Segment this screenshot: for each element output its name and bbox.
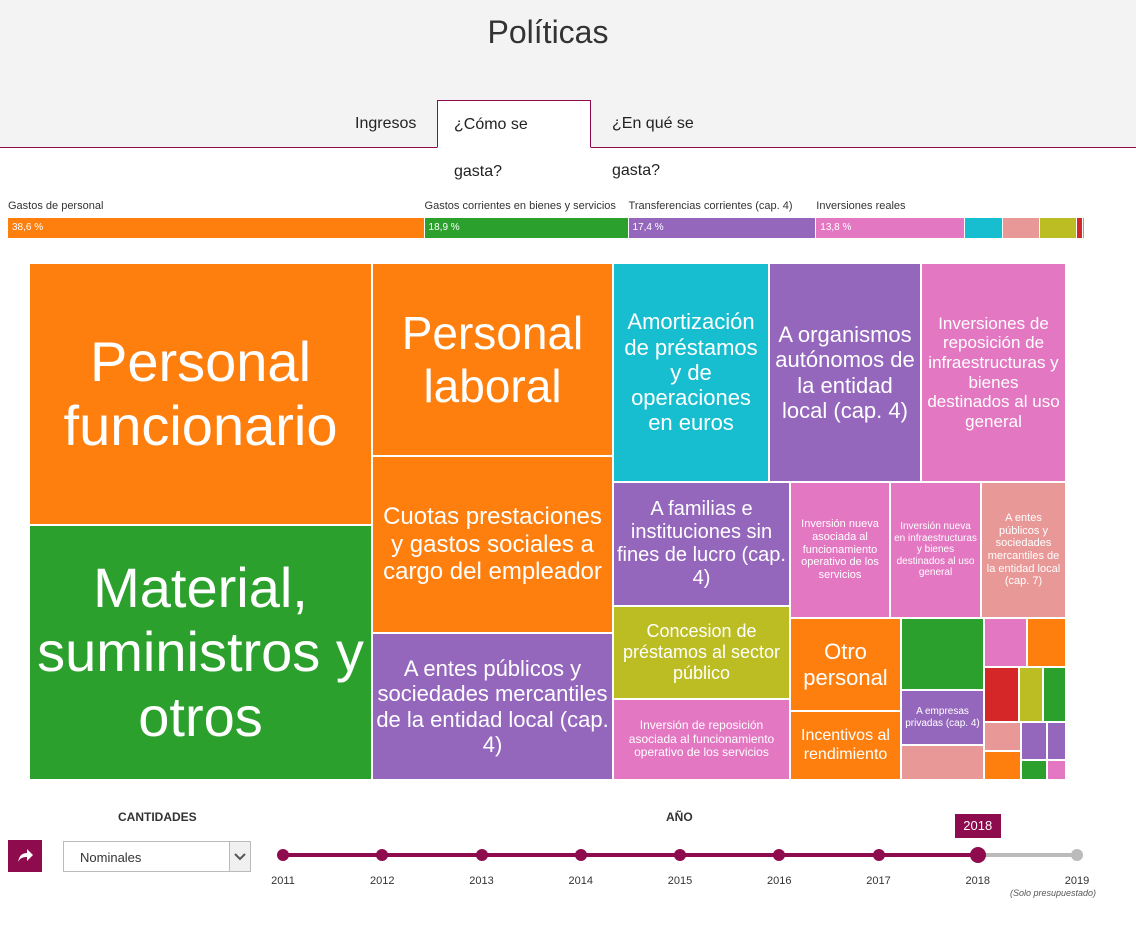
year-label: 2019 (1064, 875, 1090, 887)
year-dot[interactable] (475, 849, 488, 861)
select-arrow (229, 842, 250, 871)
year-label: 2018 (965, 875, 990, 887)
segment-label: Transferencias corrientes (cap. 4) (628, 200, 793, 212)
bar-segment: 13,8 % (816, 218, 966, 238)
tile-label: A empresas privadas (cap. 4) (905, 706, 980, 729)
tile-label: Cuotas prestaciones y gastos sociales a … (383, 503, 602, 586)
treemap-tile[interactable]: Incentivos al rendimiento (790, 711, 901, 780)
segment-value: 13,8 % (820, 222, 852, 233)
year-dot[interactable] (969, 847, 986, 863)
treemap-tile[interactable] (901, 618, 984, 690)
bar-segment: 18,9 % (424, 218, 629, 238)
treemap-tile[interactable] (1021, 760, 1047, 780)
tile-label: Personal laboral (401, 306, 584, 412)
bar-segment (965, 218, 1003, 238)
tile-label: Material, suministros y otros (37, 555, 364, 748)
page-title: Políticas (487, 14, 609, 50)
year-label: 2017 (866, 875, 891, 887)
treemap-tile[interactable] (984, 618, 1027, 667)
segment-label: Gastos corrientes en bienes y servicios (424, 200, 616, 212)
year-label: 2013 (469, 875, 494, 887)
segment-label: Inversiones reales (816, 200, 906, 212)
tile-label: Concesion de préstamos al sector público (622, 621, 781, 683)
budget-note: (Solo presupuestado) (1010, 888, 1097, 898)
tab[interactable]: ¿Cómo se gasta? (437, 100, 591, 180)
bar-segment (1082, 218, 1085, 238)
segment-label: Gastos de personal (8, 200, 104, 212)
year-label: 2011 (271, 875, 295, 887)
tab[interactable]: Ingresos (355, 115, 417, 132)
select-value: Nominales (80, 850, 142, 865)
amounts-label: CANTIDADES (118, 810, 197, 824)
treemap-tile[interactable]: A familias e instituciones sin fines de … (613, 482, 790, 606)
treemap-tile[interactable]: Personal laboral (372, 263, 613, 456)
tile-label: Incentivos al rendimiento (801, 727, 890, 763)
tile-label: A familias e instituciones sin fines de … (617, 498, 786, 589)
tile-label: Inversión de reposición asociada al func… (628, 717, 775, 760)
tile-label: Otro personal (803, 639, 888, 690)
treemap-tile[interactable] (1021, 722, 1047, 760)
year-label: 2016 (767, 875, 792, 887)
tile-label: Inversión nueva en infraestructuras y bi… (894, 521, 977, 579)
treemap-tile[interactable] (1019, 667, 1043, 722)
treemap-tile[interactable]: Inversión nueva asociada al funcionamien… (790, 482, 890, 618)
treemap-tile[interactable]: Cuotas prestaciones y gastos sociales a … (372, 456, 613, 633)
treemap-tile[interactable]: A organismos autónomos de la entidad loc… (769, 263, 921, 482)
year-label: 2015 (667, 875, 693, 887)
treemap-tile[interactable] (1027, 618, 1066, 667)
year-dot[interactable] (872, 849, 885, 861)
treemap-tile[interactable]: A empresas privadas (cap. 4) (901, 690, 984, 745)
tile-label: Inversión nueva asociada al funcionamien… (801, 518, 879, 581)
amounts-select[interactable]: Nominales (63, 841, 251, 872)
segment-value: 18,9 % (428, 222, 460, 233)
year-dot[interactable] (376, 849, 389, 861)
year-label: 2012 (370, 875, 395, 887)
treemap-tile[interactable]: Personal funcionario (29, 263, 372, 525)
year-dot[interactable] (674, 849, 686, 861)
bar-segment: 38,6 % (8, 218, 425, 238)
treemap-tile[interactable] (1047, 760, 1066, 780)
year-dot[interactable] (574, 849, 587, 861)
treemap-tile[interactable]: Concesion de préstamos al sector público (613, 606, 790, 699)
treemap-tile[interactable] (1047, 722, 1066, 760)
tile-label: A entes públicos y sociedades mercantile… (986, 512, 1061, 588)
year-dot[interactable] (1071, 849, 1083, 861)
bar-segment: 17,4 % (628, 218, 817, 238)
bar-segment (1039, 218, 1078, 238)
treemap-tile[interactable] (984, 751, 1021, 780)
treemap-tile[interactable]: A entes públicos y sociedades mercantile… (372, 633, 613, 780)
treemap-tile[interactable]: Inversiones de reposición de infraestruc… (921, 263, 1066, 482)
segment-value: 17,4 % (632, 222, 664, 233)
treemap-tile[interactable]: Inversión de reposición asociada al func… (613, 699, 790, 780)
treemap-tile[interactable] (984, 667, 1019, 722)
treemap-tile[interactable]: A entes públicos y sociedades mercantile… (981, 482, 1066, 618)
treemap-tile[interactable]: Material, suministros y otros (29, 525, 372, 780)
year-dot[interactable] (773, 849, 786, 861)
treemap-tile[interactable] (984, 722, 1021, 751)
treemap-tile[interactable]: Inversión nueva en infraestructuras y bi… (890, 482, 981, 618)
tab[interactable]: ¿En qué se gasta? (612, 115, 694, 179)
share-icon (18, 849, 33, 862)
bar-segment (1077, 218, 1083, 238)
treemap-tile[interactable] (901, 745, 984, 780)
year-label: AÑO (666, 810, 693, 824)
tile-label: Amortización de préstamos y de operacion… (624, 309, 758, 436)
share-button[interactable] (8, 840, 42, 872)
year-label: 2014 (568, 875, 593, 887)
year-dot[interactable] (277, 849, 289, 861)
tile-label: A organismos autónomos de la entidad loc… (775, 321, 915, 423)
tile-label: Personal funcionario (63, 329, 338, 457)
bar-segment (1002, 218, 1040, 238)
arrow-icon (234, 853, 246, 861)
segment-value: 38,6 % (12, 222, 44, 233)
selected-year-badge: 2018 (954, 814, 1001, 838)
tile-label: Inversiones de reposición de infraestruc… (927, 313, 1060, 431)
treemap-tile[interactable]: Otro personal (790, 618, 901, 711)
treemap-tile[interactable]: Amortización de préstamos y de operacion… (613, 263, 769, 482)
timeline-progress (283, 853, 978, 857)
tile-label: A entes públicos y sociedades mercantile… (376, 655, 609, 757)
treemap-tile[interactable] (1043, 667, 1066, 722)
